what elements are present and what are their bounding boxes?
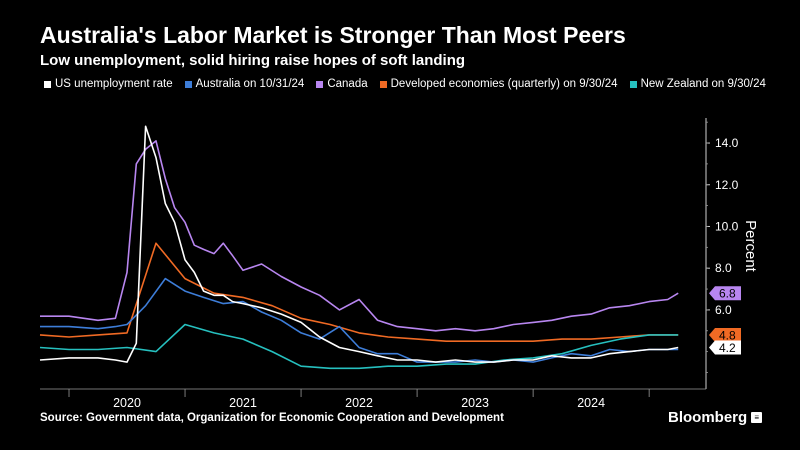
x-tick-label: 2022 [345,396,373,410]
source-note: Source: Government data, Organization fo… [40,412,504,424]
x-tick-label: 2024 [577,396,605,410]
legend-label-developed: Developed economies (quarterly) on 9/30/… [390,78,618,90]
legend-swatch-australia [184,80,192,88]
legend-swatch-developed [379,80,387,88]
end-label-badge [709,327,741,342]
legend-label-us: US unemployment rate [55,78,173,90]
end-label-developed: 4.8 [719,328,736,342]
legend-item-developed: Developed economies (quarterly) on 9/30/… [379,78,618,90]
legend-item-australia: Australia on 10/31/24 [184,78,305,90]
legend-label-australia: Australia on 10/31/24 [195,78,305,90]
legend-label-canada: Canada [327,78,368,90]
bloomberg-chat-icon: ≡ [751,412,763,423]
end-label-us: 4.2 [719,341,736,355]
brand-logo: Bloomberg ≡ [668,409,763,426]
x-tick-label: 2021 [229,396,257,410]
legend-item-canada: Canada [316,78,368,90]
series-line-canada [40,140,679,332]
legend-swatch-canada [316,80,324,88]
legend-label-newzealand: New Zealand on 9/30/24 [640,78,766,90]
end-label-canada: 6.8 [719,287,736,301]
series-line-australia [40,277,679,363]
chart-title: Australia's Labor Market is Stronger Tha… [40,22,626,48]
y-tick-label: 8.0 [715,261,732,275]
y-axis-title: Percent [742,220,759,273]
y-tick-label: 10.0 [715,219,739,233]
brand-name: Bloomberg [668,409,748,426]
legend-item-newzealand: New Zealand on 9/30/24 [629,78,766,90]
legend-swatch-us [44,80,51,88]
series-line-developed [39,242,679,343]
legend: US unemployment rate Australia on 10/31/… [44,78,766,90]
y-tick-label: 6.0 [715,303,732,317]
end-label-badge [709,340,741,355]
series-line-new [39,323,679,370]
x-tick-label: 2023 [461,396,489,410]
y-tick-label: 12.0 [715,178,739,192]
series-line-us [39,125,679,363]
y-tick-label: 14.0 [715,136,739,150]
chart-subtitle: Low unemployment, solid hiring raise hop… [40,52,466,69]
x-tick-label: 2020 [113,396,141,410]
legend-swatch-newzealand [629,80,637,88]
end-label-badge [709,286,741,301]
legend-item-us: US unemployment rate [44,78,173,90]
